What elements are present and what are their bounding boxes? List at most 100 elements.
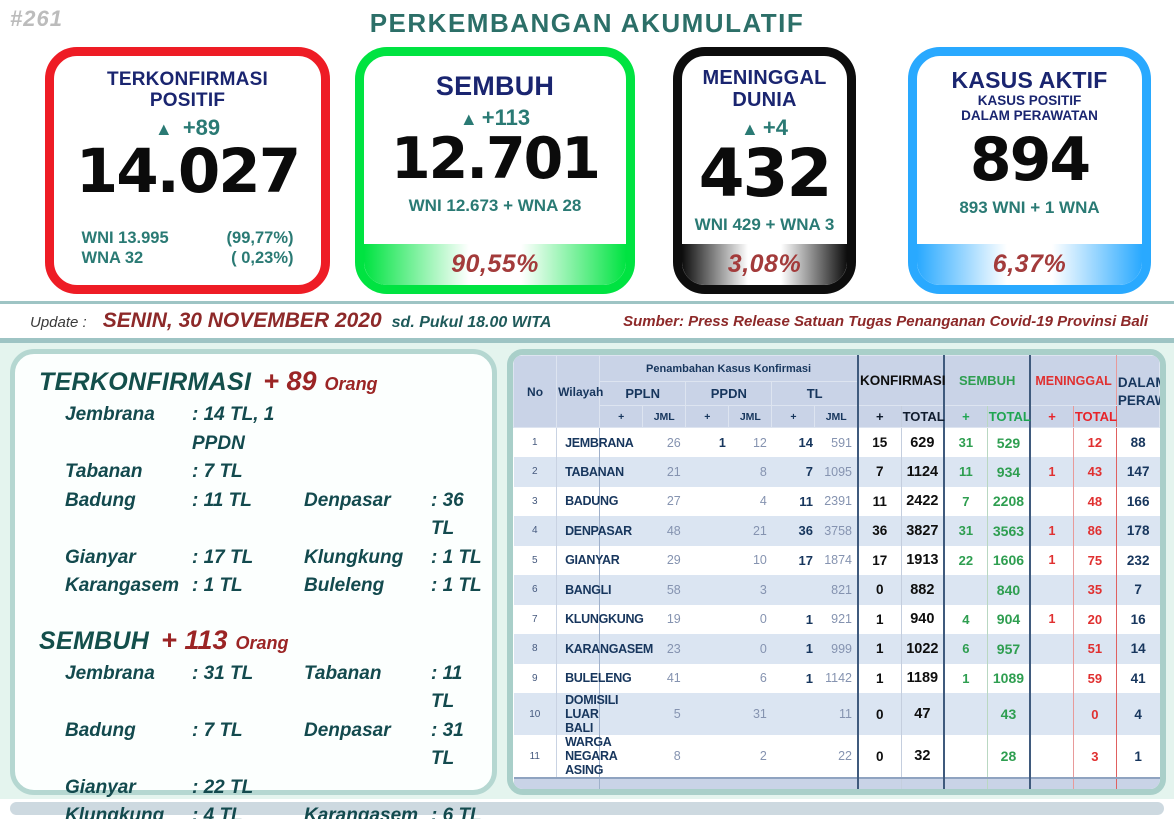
cell-konf_total: 629 — [910, 434, 935, 451]
cell-konf_plus: 1 — [856, 604, 902, 634]
cell-wilayah: BULELENG — [556, 663, 632, 693]
card-title-line: SEMBUH — [435, 71, 555, 101]
cell-meninggal_total: 48 — [1087, 493, 1103, 509]
subcol-plus: + — [771, 405, 816, 428]
section-title: SEMBUH — [39, 626, 150, 655]
cell-ppln_jml: 8 — [673, 749, 681, 763]
cell-ppdn_jml: 2 — [759, 749, 767, 763]
cell-meninggal_total: 20 — [1087, 611, 1103, 627]
table-header: No Wilayah Penambahan Kasus Konfirmasi K… — [513, 355, 1160, 428]
detail-pct: ( 0,23%) — [231, 249, 294, 268]
cell-tl_jml: 2391 — [824, 494, 852, 509]
cell-sembuh_plus: 6 — [943, 634, 988, 664]
cell-meninggal_total: 0 — [1091, 706, 1099, 722]
cell-ppln_plus — [599, 486, 643, 516]
region-row: Tabanan: 7 TL — [65, 458, 482, 487]
card-title: TERKONFIRMASI POSITIF — [107, 69, 268, 111]
section-rows: Jembrana: 31 TL Tabanan: 11 TL Badung: 7 T… — [65, 660, 482, 819]
cell-ppln_plus — [599, 693, 643, 735]
card-title: KASUS AKTIF — [952, 68, 1108, 93]
card-title: MENINGGAL DUNIA — [702, 67, 827, 111]
percent-value: 6,37% — [992, 250, 1067, 278]
section-header: SEMBUH + 113 Orang — [39, 625, 482, 656]
region-row: Jembrana: 14 TL, 1 PPDN — [65, 401, 482, 458]
table-row: 11 WARGA NEGARA ASING 8 2 22 0 32 28 3 1 — [513, 735, 1160, 778]
cell-tl_plus: 1 — [805, 670, 813, 686]
cell-tl_plus — [772, 575, 815, 605]
cell-meninggal_total: 43 — [1087, 464, 1103, 480]
cell-sembuh_plus: 7 — [943, 486, 988, 516]
cell-konf_plus: 0 — [856, 735, 902, 778]
cell-konf_total: 2422 — [906, 493, 939, 510]
cell-meninggal_plus — [1029, 663, 1074, 693]
card-kasus-aktif: KASUS AKTIF KASUS POSITIF DALAM PERAWATA… — [908, 47, 1151, 294]
percent-band: 6,37% — [917, 244, 1142, 285]
cell-tl_plus: 7 — [805, 464, 813, 480]
cell-ppdn_jml: 6 — [759, 671, 767, 686]
region-label: Jembrana — [65, 662, 155, 684]
cell-ppln_jml: 21 — [666, 464, 681, 479]
cell-tl_plus — [772, 693, 815, 735]
card-subtitle-line: KASUS POSITIF — [977, 92, 1082, 108]
cell-ppln_plus — [599, 545, 643, 575]
cell-sembuh_total: 934 — [996, 463, 1021, 480]
cell-ppln_plus — [599, 575, 643, 605]
region-label: Badung — [65, 719, 136, 741]
cell-ppdn_plus — [686, 487, 729, 517]
cell-ppdn_plus — [686, 634, 729, 664]
region-label: Badung — [65, 489, 136, 511]
summary-panel: TERKONFIRMASI + 89 Orang Jembrana: 14 TL, 1… — [10, 349, 497, 819]
delta-value: +89 — [182, 115, 221, 141]
subcol-plus: + — [856, 405, 902, 428]
cell-tl_jml: 1095 — [824, 464, 852, 479]
subcol-total: TOTAL — [900, 405, 945, 428]
cell-sembuh_plus — [943, 735, 988, 778]
cell-ppdn_jml: 4 — [759, 494, 767, 509]
cell-konf_plus: 1 — [856, 663, 902, 693]
region-row: Badung: 7 TL Denpasar: 31 TL — [65, 717, 482, 774]
col-header-ppln: PPLN — [599, 381, 687, 406]
cell-tl_jml: 22 — [838, 749, 852, 763]
cell-tl_plus: 14 — [798, 435, 813, 450]
cell-perawatan: 4 — [1115, 693, 1160, 735]
cell-sembuh_total: 840 — [996, 581, 1021, 598]
up-triangle-icon: ▲ — [741, 119, 759, 140]
cell-perawatan: 147 — [1115, 457, 1160, 487]
table-row: 1 JEMBRANA 26 1 12 14 591 15 629 31 529 12 88 — [513, 427, 1160, 457]
cell-tl_jml: 1874 — [824, 553, 852, 568]
cell-ppdn_jml: 10 — [752, 553, 767, 568]
region-row: Klungkung: 4 TL Karangasem: 6 TL — [65, 802, 482, 819]
region-value: : 31 TL — [431, 719, 464, 770]
cell-ppdn_jml: 0 — [759, 641, 767, 656]
update-date: SENIN, 30 NOVEMBER 2020 — [102, 309, 382, 332]
section-unit: Orang — [324, 374, 378, 394]
card-title-line: KASUS AKTIF — [951, 67, 1108, 93]
region-value: : 1 TL — [192, 575, 243, 596]
cell-ppln_jml: 26 — [666, 435, 681, 450]
cell-konf_total: 1022 — [906, 640, 939, 657]
card-detail: WNI 429 + WNA 3 — [694, 215, 835, 235]
table-row: 7 KLUNGKUNG 19 0 1 921 1 940 4 904 1 20 16 — [513, 604, 1160, 634]
cell-perawatan: 1 — [1115, 735, 1160, 778]
cell-sembuh_plus: 11 — [943, 457, 988, 487]
cell-sembuh_total: 1606 — [992, 552, 1025, 569]
detail-row: WNI 13.995 (99,77%) — [82, 228, 294, 249]
cell-tl_plus: 11 — [799, 493, 813, 509]
col-header-penambahan: Penambahan Kasus Konfirmasi — [599, 355, 859, 382]
cell-no: 8 — [532, 643, 538, 655]
cell-perawatan: 7 — [1115, 575, 1160, 605]
total-cell-meninggal_total: 432 — [1073, 777, 1117, 789]
top-section: #261 PERKEMBANGAN AKUMULATIF TERKONFIRMA… — [0, 0, 1174, 301]
cell-ppln_plus — [599, 663, 643, 693]
cell-no: 9 — [532, 672, 538, 684]
region-value: : 22 TL — [192, 776, 254, 798]
cell-sembuh_total: 3563 — [992, 522, 1025, 539]
cell-wilayah: KLUNGKUNG — [556, 604, 644, 634]
cell-konf_total: 882 — [910, 581, 935, 598]
region-value: : 14 TL, 1 PPDN — [192, 404, 275, 454]
cell-ppdn_plus — [686, 664, 729, 694]
cell-meninggal_total: 12 — [1087, 435, 1103, 450]
region-value: : 11 TL — [431, 662, 463, 713]
card-title-line: MENINGGAL — [702, 67, 827, 89]
col-header-wilayah: Wilayah — [556, 355, 603, 428]
